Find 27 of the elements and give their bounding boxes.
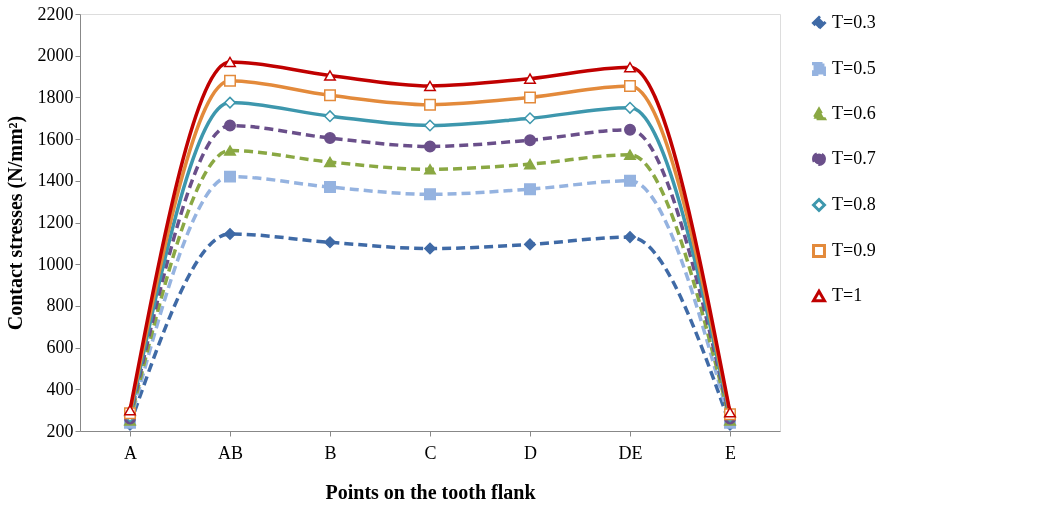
legend-label: T=0.9 [832,240,876,260]
x-tick-label: AB [217,442,244,463]
legend-label: T=0.8 [832,194,876,214]
x-tick-label: E [725,442,736,463]
y-tick-label: 400 [46,378,74,399]
y-tick-label: 2000 [37,45,74,66]
y-tick-label: 1000 [37,253,74,274]
x-axis-title: Points on the tooth flank [325,480,537,503]
y-tick-label: 2200 [37,3,74,24]
legend-label: T=0.6 [832,103,876,123]
legend-label: T=0.5 [832,58,876,78]
x-tick-label: B [324,442,337,463]
x-tick-label: A [124,442,137,463]
y-tick-label: 1400 [37,170,74,191]
y-axis-title: Contact stresses (N/mm²) [3,115,27,331]
y-tick-label: 600 [46,337,74,358]
y-tick-label: 1600 [37,128,74,149]
legend-label: T=1 [832,285,863,305]
legend-label: T=0.3 [832,12,876,32]
legend-label: T=0.7 [832,148,876,168]
x-tick-label: C [424,442,437,463]
x-tick-label: DE [618,442,643,463]
y-tick-label: 1800 [37,86,74,107]
y-tick-label: 800 [46,295,74,316]
x-tick-label: D [524,442,537,463]
y-tick-label: 1200 [37,212,74,232]
y-tick-label: 200 [46,420,74,441]
